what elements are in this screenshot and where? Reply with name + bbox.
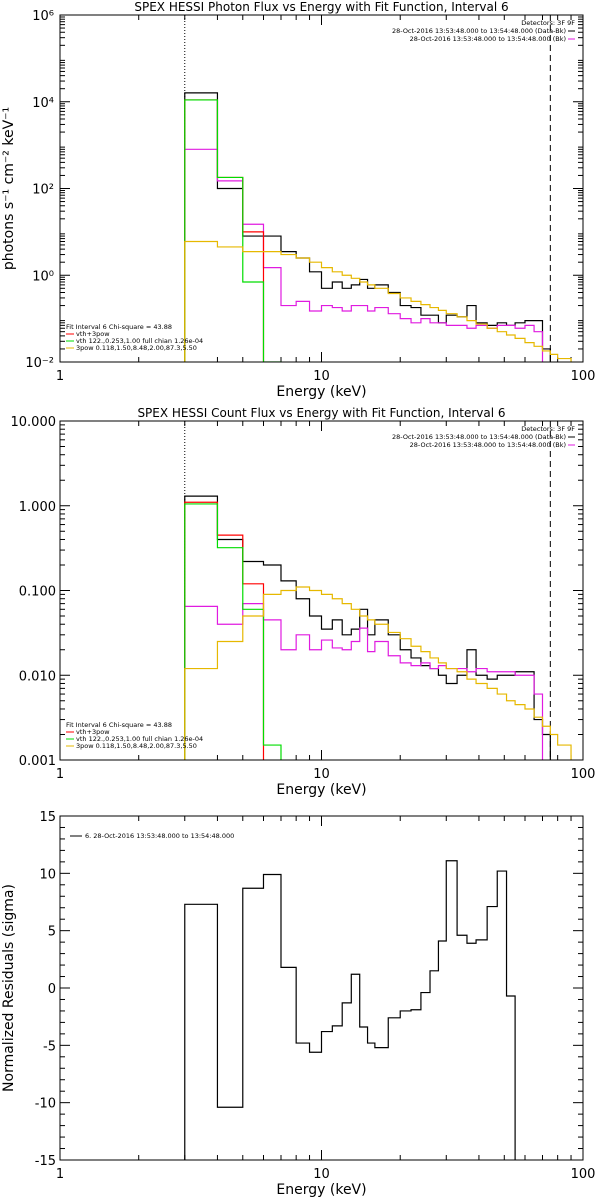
chart-panel-3: 1 10 100 Energy (keV) -15 -10 -5 0 5 10 15 Normaliz… bbox=[1, 810, 595, 1198]
x-axis-label: Energy (keV) bbox=[276, 384, 366, 400]
legend-label: vth+3pow bbox=[76, 728, 110, 736]
y-tick-label: 15 bbox=[39, 810, 56, 825]
y-tick-label: 10⁻² bbox=[25, 356, 54, 371]
series-line-1 bbox=[184, 148, 544, 362]
x-tick-label: 100 bbox=[571, 767, 596, 782]
x-tick-label: 1 bbox=[56, 767, 64, 782]
legend-label: 6. 28-Oct-2016 13:53:48.000 to 13:54:48.… bbox=[85, 832, 234, 840]
y-tick-label: -10 bbox=[35, 1097, 56, 1112]
series-group bbox=[184, 92, 572, 362]
plot-frame bbox=[59, 815, 584, 1161]
y-tick-label: 0.100 bbox=[19, 585, 56, 600]
legend-label: 28-Oct-2016 13:53:48.000 to 13:54:48.000… bbox=[392, 27, 566, 35]
y-axis-label: Normalized Residuals (sigma) bbox=[1, 884, 17, 1092]
x-tick-label: 10 bbox=[313, 767, 330, 782]
y-tick-label: 0 bbox=[48, 982, 56, 997]
y-tick-label: 10 bbox=[39, 867, 56, 882]
chart-panel-1: SPEX HESSI Photon Flux vs Energy with Fi… bbox=[1, 0, 595, 400]
legend-label: 28-Oct-2016 13:53:48.000 to 13:54:48.000… bbox=[410, 35, 566, 43]
x-axis-label: Energy (keV) bbox=[276, 782, 366, 798]
legend-header: Detectors: 3F 9F bbox=[521, 19, 575, 27]
fit-legend-header: Fit Interval 6 Chi-square = 43.88 bbox=[66, 721, 172, 729]
y-tick-label: -15 bbox=[35, 1154, 56, 1169]
x-tick-label: 1 bbox=[56, 1167, 64, 1182]
y-axis-label: photons s⁻¹ cm⁻² keV⁻¹ bbox=[1, 107, 17, 270]
y-tick-label: -5 bbox=[43, 1039, 56, 1054]
x-tick-label: 100 bbox=[571, 1167, 596, 1182]
plot-frame bbox=[59, 14, 584, 363]
x-tick-label: 100 bbox=[571, 369, 596, 384]
y-tick-label: 10.000 bbox=[11, 415, 57, 430]
plot-frame bbox=[59, 420, 584, 761]
legend-label: 3pow 0.118,1.50,8.48,2.00,87.3,5.50 bbox=[76, 742, 197, 750]
series-line-4 bbox=[184, 586, 572, 760]
legend-label: 28-Oct-2016 13:53:48.000 to 13:54:48.000… bbox=[410, 441, 566, 449]
y-tick-label: 1.000 bbox=[19, 500, 56, 515]
chart-panel-2: SPEX HESSI Count Flux vs Energy with Fit… bbox=[11, 406, 596, 798]
chart-title: SPEX HESSI Count Flux vs Energy with Fit… bbox=[137, 406, 505, 420]
y-tick-label: 0.010 bbox=[19, 669, 56, 684]
x-tick-label: 10 bbox=[313, 369, 330, 384]
legend-label: vth+3pow bbox=[76, 330, 110, 338]
x-tick-label: 10 bbox=[313, 1167, 330, 1182]
series-group bbox=[184, 860, 516, 1160]
y-tick-label: 0.001 bbox=[19, 754, 56, 769]
series-group bbox=[184, 495, 572, 760]
legend-label: vth 122.,0.253,1.00 full chian 1.26e-04 bbox=[76, 735, 203, 743]
legend-label: vth 122.,0.253,1.00 full chian 1.26e-04 bbox=[76, 337, 203, 345]
fit-legend-header: Fit Interval 6 Chi-square = 43.88 bbox=[66, 323, 172, 331]
series-line-2 bbox=[184, 501, 265, 760]
x-axis-label: Energy (keV) bbox=[276, 1182, 366, 1198]
legend-header: Detectors: 3F 9F bbox=[521, 425, 575, 433]
series-line-0 bbox=[184, 860, 516, 1160]
legend-label: 28-Oct-2016 13:53:48.000 to 13:54:48.000… bbox=[392, 433, 566, 441]
y-tick-label: 10⁶ bbox=[32, 9, 54, 24]
y-tick-label: 5 bbox=[48, 925, 56, 940]
x-tick-label: 1 bbox=[56, 369, 64, 384]
y-tick-label: 10⁰ bbox=[32, 269, 54, 284]
chart-title: SPEX HESSI Photon Flux vs Energy with Fi… bbox=[134, 0, 508, 14]
y-tick-label: 10² bbox=[32, 183, 54, 198]
legend-label: 3pow 0.118,1.50,8.48,2.00,87.3,5.50 bbox=[76, 344, 197, 352]
y-tick-label: 10⁴ bbox=[32, 96, 54, 111]
series-line-0 bbox=[184, 92, 551, 362]
series-line-0 bbox=[184, 495, 551, 760]
series-line-2 bbox=[184, 99, 265, 362]
series-line-3 bbox=[184, 99, 282, 362]
series-line-4 bbox=[184, 240, 572, 362]
series-line-1 bbox=[184, 603, 544, 760]
series-line-3 bbox=[184, 503, 282, 760]
